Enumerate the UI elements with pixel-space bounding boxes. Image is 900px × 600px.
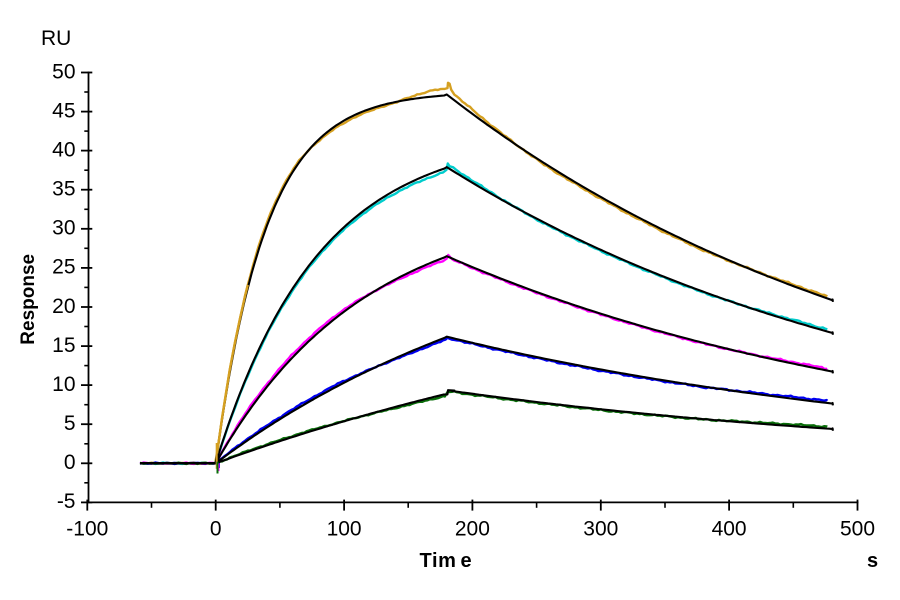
svg-text:20: 20 xyxy=(52,295,75,318)
svg-text:45: 45 xyxy=(52,99,75,122)
svg-text:0: 0 xyxy=(210,518,222,541)
svg-text:5: 5 xyxy=(64,412,76,435)
svg-text:-100: -100 xyxy=(66,518,108,541)
svg-text:40: 40 xyxy=(52,138,75,161)
svg-text:100: 100 xyxy=(327,518,362,541)
svg-text:500: 500 xyxy=(840,518,875,541)
svg-text:300: 300 xyxy=(583,518,618,541)
svg-text:30: 30 xyxy=(52,217,75,240)
svg-text:Response: Response xyxy=(18,254,39,345)
svg-text:400: 400 xyxy=(712,518,747,541)
svg-text:0: 0 xyxy=(64,451,76,474)
svg-text:s: s xyxy=(867,550,878,572)
svg-text:35: 35 xyxy=(52,178,75,201)
svg-text:15: 15 xyxy=(52,334,75,357)
svg-text:25: 25 xyxy=(52,256,75,279)
svg-text:10: 10 xyxy=(52,373,75,396)
svg-text:-5: -5 xyxy=(57,490,76,513)
svg-text:200: 200 xyxy=(455,518,490,541)
svg-text:RU: RU xyxy=(41,27,71,50)
svg-text:50: 50 xyxy=(52,60,75,83)
